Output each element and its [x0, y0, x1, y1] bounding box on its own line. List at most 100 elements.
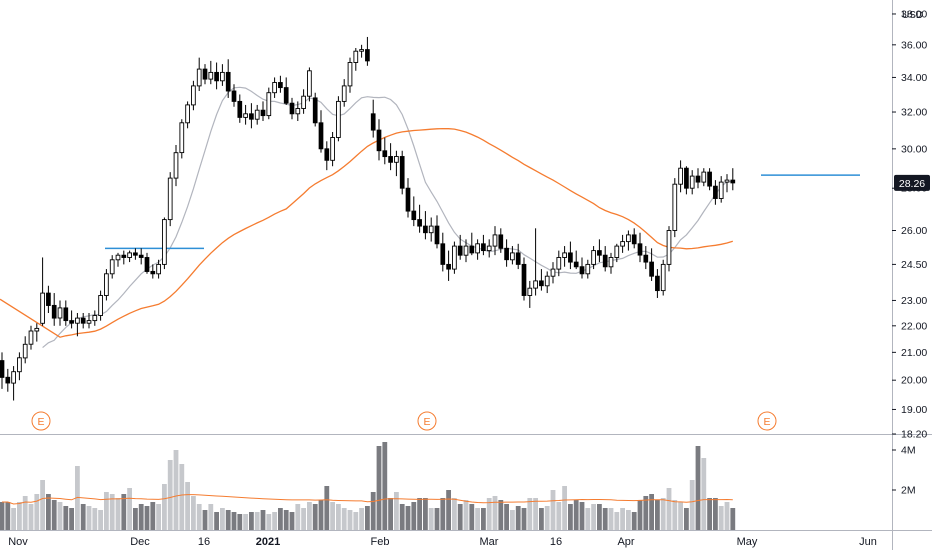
candle-body [405, 187, 411, 212]
candle [724, 174, 730, 193]
volume-bar [156, 504, 161, 530]
candle-body [318, 122, 324, 150]
earnings-marker[interactable]: E [757, 411, 777, 431]
volume-bar [324, 486, 330, 530]
volume-bar [34, 494, 40, 530]
candle [22, 336, 28, 364]
volume-bar [556, 502, 562, 530]
volume-bar [138, 504, 144, 530]
earnings-marker[interactable]: E [31, 411, 51, 431]
volume-bar [57, 502, 63, 530]
candle [225, 59, 231, 98]
candle [75, 312, 80, 337]
candle-body [92, 315, 98, 322]
price-tick-label: 23.00 [901, 295, 927, 307]
candle-body [98, 295, 103, 316]
time-tick-label: Jun [859, 536, 877, 548]
candle [63, 300, 69, 326]
candle-body [486, 245, 492, 252]
candle [51, 293, 57, 326]
candle-body [510, 252, 515, 261]
candle-body [249, 113, 254, 120]
candle-body [463, 245, 469, 256]
volume-bar [678, 502, 683, 530]
volume-bar [527, 498, 533, 530]
candle [318, 110, 324, 153]
candle-body [144, 257, 150, 272]
volume-bar [394, 492, 399, 530]
candle-body [109, 259, 115, 275]
volume-bar [515, 506, 521, 530]
candle-body [301, 95, 306, 109]
candle [324, 141, 330, 171]
candle [539, 269, 544, 291]
candle [707, 168, 712, 191]
candle-body [196, 68, 202, 87]
candle [666, 226, 672, 272]
candle-body [562, 252, 567, 258]
candle-body [660, 263, 666, 292]
volume-bar [127, 488, 132, 530]
candle-body [115, 254, 121, 261]
candle [730, 168, 736, 191]
volume-bar [121, 494, 127, 530]
candle-body [376, 129, 382, 152]
candle [138, 248, 144, 265]
candle [608, 252, 614, 274]
volume-bar [539, 508, 544, 530]
candle [109, 255, 115, 279]
volume-bar [469, 504, 475, 530]
candle-body [521, 263, 527, 296]
price-tick-label: 36.00 [901, 39, 927, 51]
volume-bar [312, 504, 318, 530]
candle [678, 160, 683, 193]
volume-bar [388, 498, 393, 530]
volume-bar [289, 512, 295, 530]
volume-bar [208, 504, 214, 530]
price-tick-label: 32.00 [901, 107, 927, 119]
axes: 38.0036.0034.0032.0030.0028.0026.0024.50… [8, 8, 927, 548]
candle-body [324, 148, 330, 161]
volume-bar [5, 502, 11, 530]
candle-body [579, 266, 585, 275]
candle-body [289, 102, 295, 115]
volume-bar [92, 508, 98, 530]
moving-average-slow [0, 127, 733, 338]
candle [672, 178, 678, 238]
candle-body [724, 179, 730, 183]
candle [220, 64, 225, 86]
candle-body [637, 243, 643, 256]
candle [359, 44, 364, 58]
time-tick-label: Mar [480, 536, 499, 548]
volume-bar [75, 466, 80, 530]
volume-bar [0, 502, 5, 530]
volume-bar [260, 510, 266, 530]
candle-body [34, 327, 40, 332]
earnings-marker[interactable]: E [417, 411, 437, 431]
volume-bar [220, 508, 225, 530]
candle [185, 101, 190, 129]
candle-body [620, 241, 625, 247]
moving-averages [0, 86, 733, 349]
volume-bar [214, 512, 219, 530]
last-price-badge: 28.26 [894, 174, 930, 191]
candle-body [51, 304, 57, 319]
volume-bar [295, 504, 301, 530]
candle [289, 97, 295, 120]
candle [243, 104, 248, 125]
volume-bar [17, 502, 22, 530]
volume-bar [724, 502, 730, 530]
volume-bar [631, 512, 637, 530]
candle [17, 352, 22, 381]
candle-body [254, 109, 260, 120]
candle-body [411, 210, 417, 221]
candle [434, 215, 440, 249]
volume-bar [573, 500, 579, 530]
candle [602, 246, 608, 272]
candle [104, 269, 109, 301]
candle-body [341, 85, 347, 102]
candle [307, 67, 312, 102]
volume-bar [417, 498, 422, 530]
